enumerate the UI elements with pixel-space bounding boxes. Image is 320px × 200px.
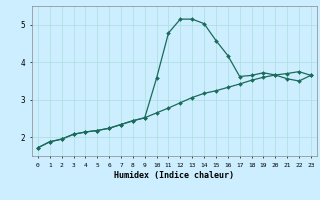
X-axis label: Humidex (Indice chaleur): Humidex (Indice chaleur)	[115, 171, 234, 180]
